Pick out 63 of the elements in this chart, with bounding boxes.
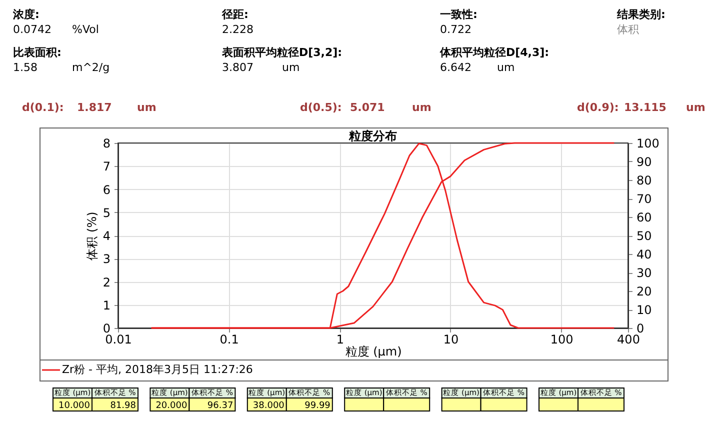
text: 浓度: [12, 8, 40, 21]
text: 体积 [617, 23, 639, 36]
text: 0.0742 [13, 23, 52, 36]
y-tick-label: 0 [102, 322, 110, 336]
text: 96.37 [207, 401, 234, 411]
text: 0.722 [440, 23, 472, 36]
text: d(0.5): [300, 101, 342, 114]
y2-tick-label: 60 [636, 210, 652, 224]
y2-tick-label: 100 [636, 136, 660, 150]
text: um [137, 101, 156, 114]
y2-tick-label: 80 [636, 174, 652, 188]
text: um [282, 61, 300, 74]
y2-tick-label: 40 [636, 248, 652, 262]
text: d(0.1): [22, 101, 64, 114]
y2-tick-label: 0 [636, 322, 644, 336]
text: 5.071 [350, 101, 385, 114]
text: 结果类别: [616, 8, 666, 21]
text: 38.000 [252, 401, 285, 411]
x-axis-title: 粒度 (μm) [345, 344, 402, 358]
text: 1.58 [13, 61, 38, 74]
text: 2.228 [222, 23, 254, 36]
text: 径距: [221, 8, 248, 21]
y-tick-label: 7 [102, 160, 110, 174]
text: 1.817 [77, 101, 112, 114]
text: um [412, 101, 432, 114]
legend-label: Zr粉 - 平均, 2018年3月5日 11:27:26 [62, 363, 253, 376]
text: um [686, 101, 706, 114]
y2-tick-label: 90 [636, 155, 652, 169]
text: 99.99 [304, 401, 331, 411]
y2-tick-label: 30 [636, 266, 652, 280]
text: d(0.9): [577, 101, 619, 114]
text: um [497, 61, 515, 74]
text: 13.115 [624, 101, 666, 114]
text: 10.000 [58, 401, 90, 411]
x-tick-label: 0.1 [220, 332, 239, 346]
y-tick-label: 6 [102, 182, 110, 197]
x-tick-label: 400 [617, 332, 640, 346]
y-tick-label: 4 [102, 229, 110, 243]
text: 体积平均粒径D[4,3]: [439, 46, 550, 59]
text: 20.000 [156, 401, 188, 411]
y2-tick-label: 10 [636, 303, 652, 317]
x-tick-label: 10 [443, 332, 459, 346]
y-tick-label: 5 [102, 206, 110, 220]
text: 6.642 [440, 61, 472, 74]
text: %Vol [72, 23, 99, 36]
text: 3.807 [222, 61, 254, 74]
text: 一致性: [440, 8, 478, 21]
text: 表面积平均粒径D[3,2]: [221, 46, 342, 59]
y-tick-label: 3 [102, 252, 110, 266]
x-tick-label: 1 [336, 332, 344, 346]
chart-title: 粒度分布 [348, 129, 397, 143]
y-tick-label: 1 [102, 298, 110, 312]
y2-tick-label: 20 [636, 284, 652, 298]
y-axis-title: 体积 (%) [84, 212, 99, 260]
y2-tick-label: 50 [636, 229, 652, 243]
y-tick-label: 2 [102, 275, 110, 290]
text: m^2/g [72, 61, 110, 74]
x-tick-label: 0.01 [105, 332, 132, 346]
text: 比表面积: [13, 46, 62, 59]
y-tick-label: 8 [102, 136, 110, 150]
text: 81.98 [110, 401, 136, 411]
y2-tick-label: 70 [636, 192, 652, 206]
x-tick-label: 100 [550, 332, 574, 346]
